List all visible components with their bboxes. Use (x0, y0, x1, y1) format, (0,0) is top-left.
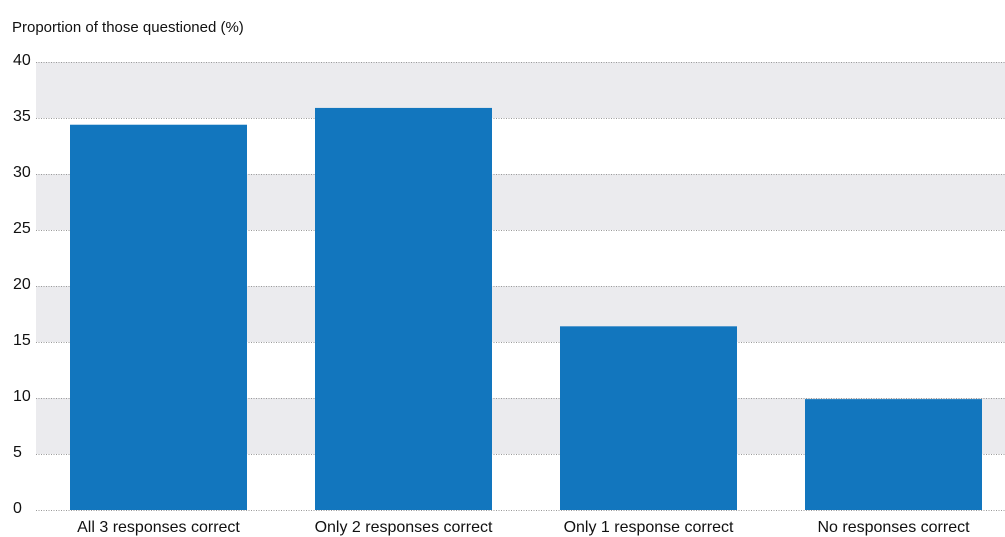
y-tick-label: 30 (13, 164, 31, 181)
bar (560, 326, 737, 510)
y-tick-label: 20 (13, 276, 31, 293)
y-tick-label: 10 (13, 388, 31, 405)
x-category-label: All 3 responses correct (77, 519, 240, 536)
x-category-label: Only 2 responses correct (315, 519, 493, 536)
y-tick-label: 0 (13, 500, 22, 517)
y-tick-labels: 0 5 10 15 20 25 30 35 40 (13, 52, 31, 517)
x-category-label: Only 1 response correct (564, 519, 734, 536)
y-tick-label: 5 (13, 444, 22, 461)
y-axis-title: Proportion of those questioned (%) (12, 19, 244, 36)
x-category-label: No responses correct (817, 519, 970, 536)
y-tick-label: 15 (13, 332, 31, 349)
y-tick-label: 35 (13, 108, 31, 125)
y-tick-label: 25 (13, 220, 31, 237)
x-category-labels: All 3 responses correct Only 2 responses … (77, 519, 970, 536)
bar (805, 399, 982, 510)
bar (315, 107, 492, 511)
y-tick-label: 40 (13, 52, 31, 69)
grid-band (36, 62, 1005, 118)
bars (70, 107, 982, 511)
bar (70, 124, 247, 510)
